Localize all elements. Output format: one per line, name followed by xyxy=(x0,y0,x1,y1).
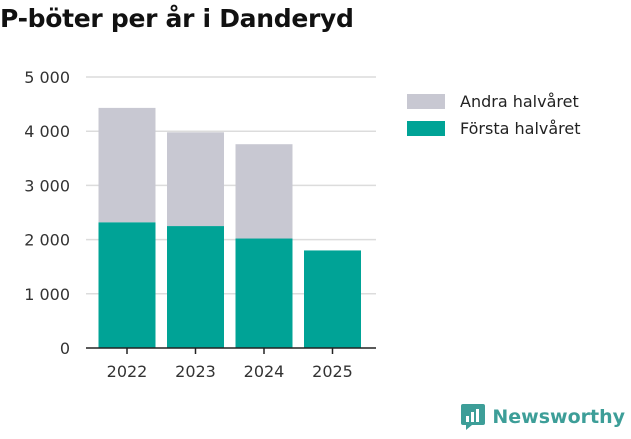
y-axis: 0 1 000 2 000 3 000 4 000 5 000 xyxy=(24,68,70,358)
x-tick-label: 2023 xyxy=(175,362,216,381)
y-tick-label: 5 000 xyxy=(24,68,70,87)
y-tick-label: 1 000 xyxy=(24,285,70,304)
newsworthy-logo-icon xyxy=(461,404,486,430)
legend-swatch xyxy=(407,121,445,136)
bar-2024-andra xyxy=(235,144,293,239)
y-tick-label: 3 000 xyxy=(24,176,70,195)
x-axis: 2022 2023 2024 2025 xyxy=(86,347,376,381)
y-tick-label: 2 000 xyxy=(24,231,70,250)
legend-label: Första halvåret xyxy=(460,119,581,138)
y-tick-label: 4 000 xyxy=(24,122,70,141)
bars xyxy=(98,107,361,348)
y-tick-label: 0 xyxy=(60,339,70,358)
x-tick-label: 2024 xyxy=(244,362,285,381)
x-tick-label: 2025 xyxy=(312,362,353,381)
x-tick-label: 2022 xyxy=(107,362,148,381)
bar-2024-forsta xyxy=(235,238,293,348)
chart-title: P-böter per år i Danderyd xyxy=(0,4,354,33)
bar-2022-forsta xyxy=(98,222,156,348)
bar-2025-forsta xyxy=(304,250,361,348)
bar-2022-andra xyxy=(98,107,156,223)
legend-swatch xyxy=(407,94,445,109)
legend-label: Andra halvåret xyxy=(460,92,579,111)
brand-logo: Newsworthy xyxy=(460,403,625,431)
legend: Andra halvåret Första halvåret xyxy=(407,92,581,138)
bar-2023-forsta xyxy=(167,226,224,348)
bar-2023-andra xyxy=(167,132,224,227)
brand-name: Newsworthy xyxy=(492,406,625,428)
